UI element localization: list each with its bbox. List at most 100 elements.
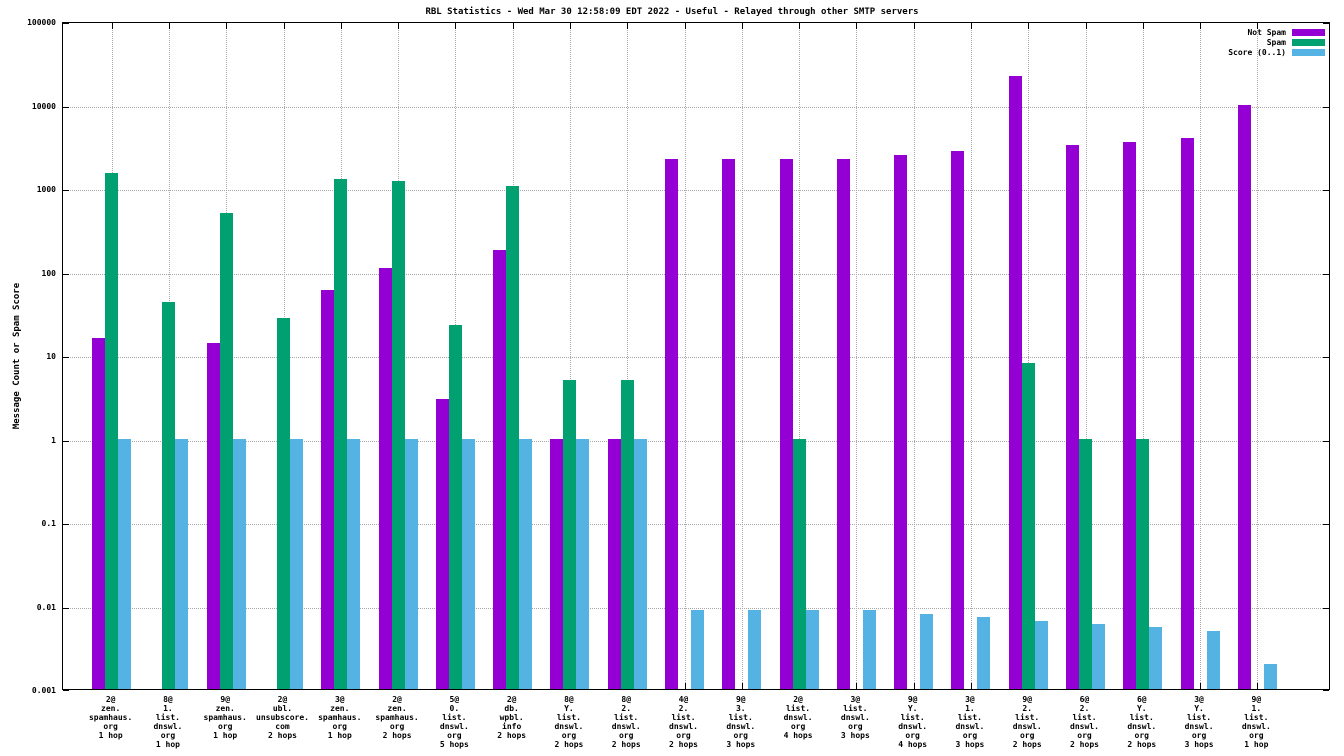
x-tick-label-line: 1 hop — [213, 731, 238, 740]
x-tick-mark-bottom — [684, 683, 686, 689]
x-tick-label-line: 4 hops — [898, 740, 928, 749]
x-tick-label: 3@ zen. spamhaus. org 1 hop — [295, 695, 385, 740]
x-tick-label: 3@ list. dnswl. org 3 hops — [810, 695, 900, 740]
x-tick-mark-top — [1142, 23, 1144, 29]
x-tick-mark-bottom — [913, 683, 915, 689]
bar-not-spam — [378, 268, 392, 689]
x-tick-label: 6@ Y. list. dnswl. org 2 hops — [1097, 695, 1187, 749]
legend-label-not-spam: Not Spam — [1247, 27, 1286, 37]
x-tick-label-line: org — [103, 722, 118, 731]
bar-not-spam — [435, 398, 449, 689]
x-tick-label-line: list. — [1244, 713, 1269, 722]
bar-spam — [1079, 438, 1092, 689]
gridline-horizontal — [63, 106, 1329, 108]
bar-spam — [792, 438, 806, 689]
x-tick-label-line: 6@ — [1079, 695, 1090, 704]
x-tick-label-line: 2 hops — [1070, 740, 1099, 749]
x-tick-label-line: 3 hops — [726, 740, 756, 749]
x-tick-mark-top — [168, 23, 170, 29]
x-tick-label-line: 6@ — [1136, 695, 1147, 704]
x-tick-label-line: dnswl. — [669, 722, 698, 731]
x-tick-label-line: 2 hops — [669, 740, 698, 749]
bar-spam — [277, 317, 290, 689]
y-tick-mark-right — [1323, 23, 1329, 24]
y-tick-mark-right — [1323, 106, 1329, 108]
gridline-vertical — [913, 23, 915, 689]
x-tick-label-line: 2. — [678, 704, 689, 713]
x-tick-label-line: 2@ — [277, 695, 288, 704]
x-tick-label-line: list. — [1072, 713, 1097, 722]
x-tick-label-line: zen. — [101, 704, 121, 713]
x-tick-mark-top — [799, 23, 801, 29]
x-tick-label-line: Y. — [1136, 704, 1147, 713]
y-tick-mark-right — [1323, 357, 1329, 358]
gridline-vertical — [684, 23, 686, 689]
bar-score — [920, 613, 934, 689]
x-tick-label-line: 3 hops — [840, 731, 870, 740]
x-tick-label-line: Y. — [564, 704, 574, 713]
x-tick-mark-bottom — [856, 683, 858, 689]
legend-row: Score (0..1) — [1228, 47, 1325, 57]
x-tick-label-line: list. — [843, 704, 868, 713]
bar-not-spam — [1123, 141, 1137, 689]
x-tick-mark-top — [111, 23, 113, 29]
bar-score — [404, 438, 418, 689]
bar-not-spam — [1237, 105, 1251, 689]
bar-score — [1149, 627, 1163, 689]
x-tick-label-line: wpbl. — [499, 713, 524, 722]
bar-score — [576, 438, 590, 689]
y-tick-mark-left — [63, 106, 69, 108]
gridline-vertical — [627, 23, 629, 689]
bar-not-spam — [665, 159, 678, 689]
x-tick-mark-top — [569, 23, 571, 29]
x-tick-label-line: db. — [504, 704, 519, 713]
x-tick-label: 2@ zen. spamhaus. org 1 hop — [66, 695, 156, 740]
bar-not-spam — [836, 158, 850, 689]
y-tick-mark-right — [1323, 607, 1329, 609]
bar-spam — [162, 302, 176, 689]
x-tick-label-line: 5 hops — [439, 740, 469, 749]
x-tick-label-line: 9@ — [1022, 695, 1033, 704]
bar-score — [977, 617, 991, 689]
x-tick-label-line: 2 hops — [1127, 740, 1157, 749]
x-tick-label-line: dnswl. — [840, 713, 870, 722]
bar-not-spam — [779, 158, 793, 689]
y-tick-label: 0.01 — [36, 602, 56, 612]
x-tick-label-line: unsubscore. — [256, 713, 309, 722]
bar-score — [748, 610, 762, 689]
x-tick-mark-top — [684, 23, 686, 29]
bar-not-spam — [1066, 144, 1079, 689]
x-tick-label-line: dnswl. — [554, 722, 584, 731]
x-tick-label-line: org — [1191, 731, 1207, 740]
x-tick-mark-top — [1085, 23, 1087, 29]
x-tick-label-line: 9@ — [907, 695, 918, 704]
x-tick-mark-bottom — [1257, 683, 1259, 689]
x-tick-label: 9@ Y. list. dnswl. org 4 hops — [868, 695, 958, 749]
x-tick-label: 8@ 2. list. dnswl. org 2 hops — [581, 695, 671, 749]
x-tick-label-line: org — [733, 731, 748, 740]
x-tick-label-line: org — [676, 731, 691, 740]
y-tick-mark-right — [1323, 273, 1329, 275]
x-tick-label-line: org — [1019, 731, 1035, 740]
x-tick-label-line: list. — [957, 713, 982, 722]
x-tick-label-line: org — [389, 722, 405, 731]
x-tick-label-line: dnswl. — [898, 722, 928, 731]
bar-spam — [334, 178, 348, 689]
x-tick-label-line: org — [160, 731, 176, 740]
x-tick-label-line: list. — [1015, 713, 1040, 722]
x-tick-label-line: list. — [786, 704, 811, 713]
x-tick-label: 4@ 2. list. dnswl. org 2 hops — [639, 695, 729, 749]
x-tick-label-line: 4 hops — [783, 731, 813, 740]
x-tick-mark-top — [1257, 23, 1259, 29]
x-tick-label-line: 4@ — [678, 695, 689, 704]
x-tick-label-line: list. — [728, 713, 753, 722]
x-tick-label-line: 3@ — [1194, 695, 1204, 704]
x-tick-mark-top — [741, 23, 743, 29]
bar-score — [347, 438, 361, 689]
x-tick-mark-top — [512, 23, 514, 29]
legend-swatch-spam — [1292, 38, 1325, 46]
bar-score — [290, 438, 303, 689]
x-tick-label-line: 0. — [449, 704, 460, 713]
x-tick-mark-top — [455, 23, 457, 29]
